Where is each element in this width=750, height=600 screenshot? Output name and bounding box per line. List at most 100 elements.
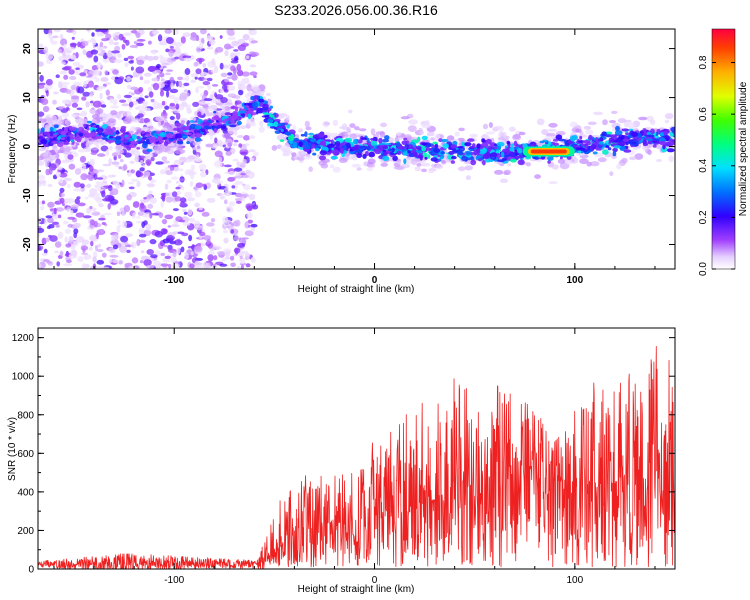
- spectrogram-noise-blob: [98, 203, 104, 208]
- spectrogram-noise-blob: [81, 252, 89, 255]
- spectrogram-noise-blob: [164, 255, 172, 259]
- spectrogram-noise-blob: [207, 250, 215, 256]
- spectrogram-ridge-blob: [382, 155, 390, 162]
- spectrogram-noise-blob: [127, 181, 135, 185]
- spectrogram-noise-blob: [63, 220, 69, 225]
- spectrogram-noise-blob: [132, 212, 136, 219]
- spectrogram-noise-blob: [99, 41, 104, 48]
- spectrogram-noise-blob: [250, 40, 258, 44]
- spectrogram-noise-blob: [241, 174, 249, 178]
- spectrogram-noise-blob: [96, 259, 105, 265]
- spectrogram-noise-blob: [225, 250, 231, 257]
- spectrogram-noise-blob: [52, 213, 60, 220]
- spectrogram-noise-blob: [83, 146, 92, 152]
- spectrogram-ridge-blob: [317, 132, 325, 138]
- spectrogram-noise-blob: [54, 241, 62, 248]
- spectrogram-ridge-blob: [273, 127, 278, 130]
- spectrogram-halo-blob: [131, 150, 141, 157]
- spectrogram-halo-blob: [116, 149, 124, 154]
- spectrogram-ridge-blob: [335, 141, 341, 147]
- spectrogram-noise-blob: [93, 251, 98, 258]
- spectrogram-noise-blob: [195, 264, 204, 269]
- spectrogram-noise-blob: [207, 254, 214, 262]
- spectrogram-halo-blob: [518, 131, 526, 136]
- spectrogram-ridge-blob: [327, 143, 335, 149]
- spectrogram-ridge-blob: [165, 133, 173, 139]
- spectrogram-halo-blob: [419, 131, 424, 135]
- spectrogram-ridge-blob: [146, 148, 153, 153]
- spectrogram-halo-blob: [393, 166, 404, 170]
- spectrogram-noise-blob: [170, 82, 174, 90]
- spectrogram-noise-blob: [233, 236, 240, 241]
- spectrogram-noise-blob: [128, 169, 132, 177]
- spectrogram-noise-blob: [142, 102, 148, 107]
- spectrogram-noise-blob: [61, 99, 70, 104]
- spectrogram-noise-blob: [59, 187, 65, 193]
- spectrogram-halo-blob: [187, 155, 197, 160]
- spectrogram-noise-blob: [224, 171, 230, 175]
- spectrogram-noise-blob: [124, 62, 129, 68]
- spectrogram-ridge-blob: [517, 159, 525, 166]
- spectrogram-ridge-blob: [480, 142, 489, 149]
- spectrogram-halo-blob: [131, 118, 141, 123]
- spectrogram-noise-blob: [71, 36, 75, 40]
- spectrogram-halo-blob: [367, 158, 376, 165]
- spectrogram-ridge-blob: [457, 150, 464, 155]
- spectrogram-halo-blob: [108, 118, 117, 123]
- spectrogram-halo-blob: [583, 125, 592, 130]
- spectrogram-noise-blob: [118, 224, 122, 228]
- spectrogram-noise-blob: [247, 29, 255, 32]
- spectrogram-ridge-blob: [370, 140, 378, 146]
- spectrogram-halo-blob: [202, 105, 210, 110]
- spectrogram-noise-blob: [81, 263, 87, 269]
- spectrogram-noise-blob: [71, 102, 78, 108]
- spectrogram-noise-blob: [210, 228, 216, 234]
- spectrogram-noise-blob: [127, 97, 132, 103]
- spectrogram-ridge-blob: [262, 103, 269, 109]
- spectrogram-halo-blob: [380, 122, 387, 128]
- spectrogram-noise-blob: [240, 162, 246, 169]
- spectrogram-noise-blob: [89, 100, 94, 104]
- spectrogram-noise-blob: [109, 97, 114, 104]
- spectrogram-noise-blob: [224, 187, 229, 192]
- spectrogram-ridge-blob: [115, 135, 122, 141]
- spectrogram-ridge-blob: [142, 142, 148, 149]
- spectrogram-noise-blob: [227, 36, 236, 41]
- spectrogram-noise-blob: [101, 49, 106, 54]
- spectrogram-noise-blob: [228, 201, 236, 207]
- spectrogram-noise-blob: [243, 135, 250, 141]
- spectrogram-halo-blob: [569, 121, 578, 128]
- spectrogram-ridge-blob: [396, 141, 401, 147]
- spectrogram-noise-blob: [241, 77, 250, 85]
- spectrogram-noise-blob: [186, 92, 190, 97]
- spectrogram-noise-blob: [90, 151, 98, 156]
- spectrogram-ridge-blob: [62, 139, 67, 143]
- spectrogram-noise-blob: [188, 234, 193, 242]
- spectrogram-noise-blob: [226, 45, 234, 49]
- spectrogram-ridge-blob: [340, 147, 345, 153]
- spectrogram-ridge-blob: [98, 129, 103, 134]
- spectrogram-noise-blob: [120, 183, 124, 188]
- spectrogram-noise-blob: [178, 219, 186, 223]
- spectrogram-noise-blob: [45, 89, 49, 97]
- spectrogram-noise-blob: [61, 82, 70, 85]
- spectrogram-ridge-blob: [138, 140, 143, 144]
- spectrogram-noise-blob: [224, 256, 231, 260]
- spectrogram-noise-blob: [139, 159, 144, 165]
- snr-marks: [38, 346, 675, 569]
- spectrogram-noise-blob: [210, 69, 219, 74]
- spectrogram-noise-blob: [97, 153, 106, 157]
- spectrogram-halo-blob: [176, 146, 184, 151]
- spectrogram-noise-blob: [56, 261, 60, 267]
- spectrogram-ridge-blob: [476, 143, 481, 149]
- spectrogram-x-tick-label: 100: [566, 275, 583, 286]
- spectrogram-halo-blob: [464, 165, 473, 171]
- spectrogram-ridge-blob: [391, 147, 395, 153]
- spectrogram-noise-blob: [248, 30, 252, 35]
- spectrogram-halo-blob: [502, 131, 507, 139]
- spectrogram-noise-blob: [194, 76, 198, 80]
- spectrogram-noise-blob: [244, 230, 254, 237]
- spectrogram-halo-blob: [585, 129, 594, 135]
